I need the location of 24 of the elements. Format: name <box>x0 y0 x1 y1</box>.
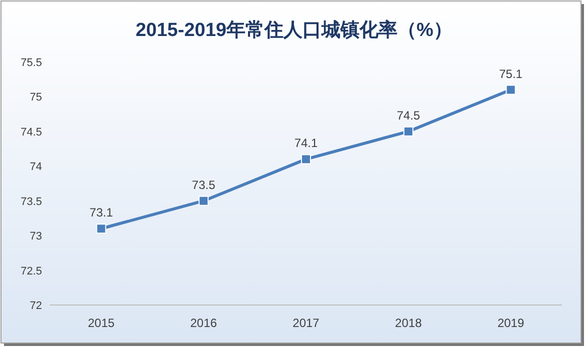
x-tick-label: 2018 <box>395 316 422 330</box>
point <box>301 154 311 164</box>
x-tick-label: 2017 <box>292 316 320 330</box>
data-label: 73.5 <box>192 178 216 192</box>
data-label: 75.1 <box>499 66 523 81</box>
data-label: 74.1 <box>294 136 318 150</box>
y-tick-label: 73 <box>30 230 42 243</box>
point <box>506 84 516 95</box>
chart-title: 2015-2019年常住人口城镇化率（%） <box>136 19 452 41</box>
x-tick-label: 2016 <box>190 316 218 330</box>
data-label: 73.1 <box>90 206 114 220</box>
data-label: 74.5 <box>396 108 420 122</box>
x-tick-label: 2019 <box>497 316 524 330</box>
point <box>198 196 209 206</box>
y-tick-label: 75 <box>30 92 42 104</box>
y-tick-label: 75.5 <box>20 57 42 69</box>
point <box>403 126 414 136</box>
y-tick-label: 74.5 <box>20 126 42 138</box>
y-tick-label: 74 <box>30 161 42 174</box>
x-tick-label: 2015 <box>88 316 115 330</box>
y-tick-label: 73.5 <box>20 196 42 208</box>
point <box>96 224 106 234</box>
y-tick-label: 72 <box>30 300 42 312</box>
y-tick-label: 72.5 <box>20 265 42 278</box>
